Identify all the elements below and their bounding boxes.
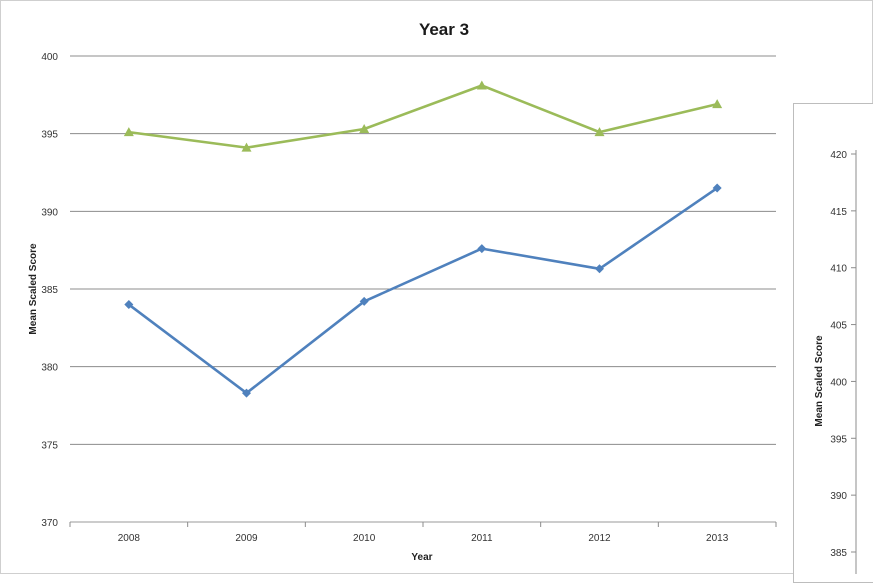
series-line-1 xyxy=(128,186,718,395)
y-tick-label: 385 xyxy=(41,285,58,296)
x-tick-label: 2008 xyxy=(118,533,141,544)
second-y-tick-label: 400 xyxy=(830,377,847,388)
data-point-triangle xyxy=(241,142,252,152)
data-point-triangle xyxy=(476,80,487,90)
y-tick-label: 380 xyxy=(41,363,58,374)
data-point-triangle xyxy=(359,124,370,134)
series-line-2 xyxy=(128,84,718,149)
data-point-triangle xyxy=(712,99,723,109)
y-tick-label: 370 xyxy=(41,518,58,529)
data-point-diamond xyxy=(359,296,369,306)
series-lines xyxy=(123,80,723,398)
second-y-axis-title: Mean Scaled Score xyxy=(814,335,825,427)
chart-title: Year 3 xyxy=(419,20,469,39)
data-point-diamond xyxy=(595,264,604,274)
second-y-tick-label: 390 xyxy=(830,491,847,502)
data-point-diamond xyxy=(712,183,722,193)
x-tick-label: 2009 xyxy=(235,533,258,544)
y-axis-title: Mean Scaled Score xyxy=(28,243,39,335)
x-tick-label: 2011 xyxy=(471,533,493,544)
second-y-tick-label: 420 xyxy=(830,150,847,161)
second-y-tick-label: 405 xyxy=(830,321,847,332)
y-tick-label: 400 xyxy=(41,52,58,63)
x-axis: 2008 2009 2010 2011 2012 2013 xyxy=(69,522,777,544)
data-point-diamond xyxy=(242,388,251,398)
chart-area-second xyxy=(793,103,873,583)
x-tick-label: 2010 xyxy=(353,533,376,544)
x-axis-title: Year xyxy=(411,552,432,563)
y-tick-label: 375 xyxy=(41,440,58,451)
data-point-diamond xyxy=(477,244,487,254)
y-tick-label: 395 xyxy=(41,130,58,141)
second-y-tick-label: 385 xyxy=(830,548,847,559)
second-y-tick-label: 415 xyxy=(830,207,847,218)
second-y-tick-label: 395 xyxy=(830,434,847,445)
y-axis-ticks: 370 375 380 385 390 395 400 xyxy=(41,52,58,529)
data-point-triangle xyxy=(123,127,134,137)
data-point-triangle xyxy=(594,127,605,137)
second-chart-y-axis: 385 390 395 400 405 410 415 420 xyxy=(830,150,857,574)
data-point-diamond xyxy=(124,300,134,310)
x-tick-label: 2012 xyxy=(588,533,611,544)
second-y-tick-label: 410 xyxy=(830,264,847,275)
y-tick-label: 390 xyxy=(41,207,58,218)
gridlines xyxy=(70,55,776,523)
x-tick-label: 2013 xyxy=(706,533,729,544)
